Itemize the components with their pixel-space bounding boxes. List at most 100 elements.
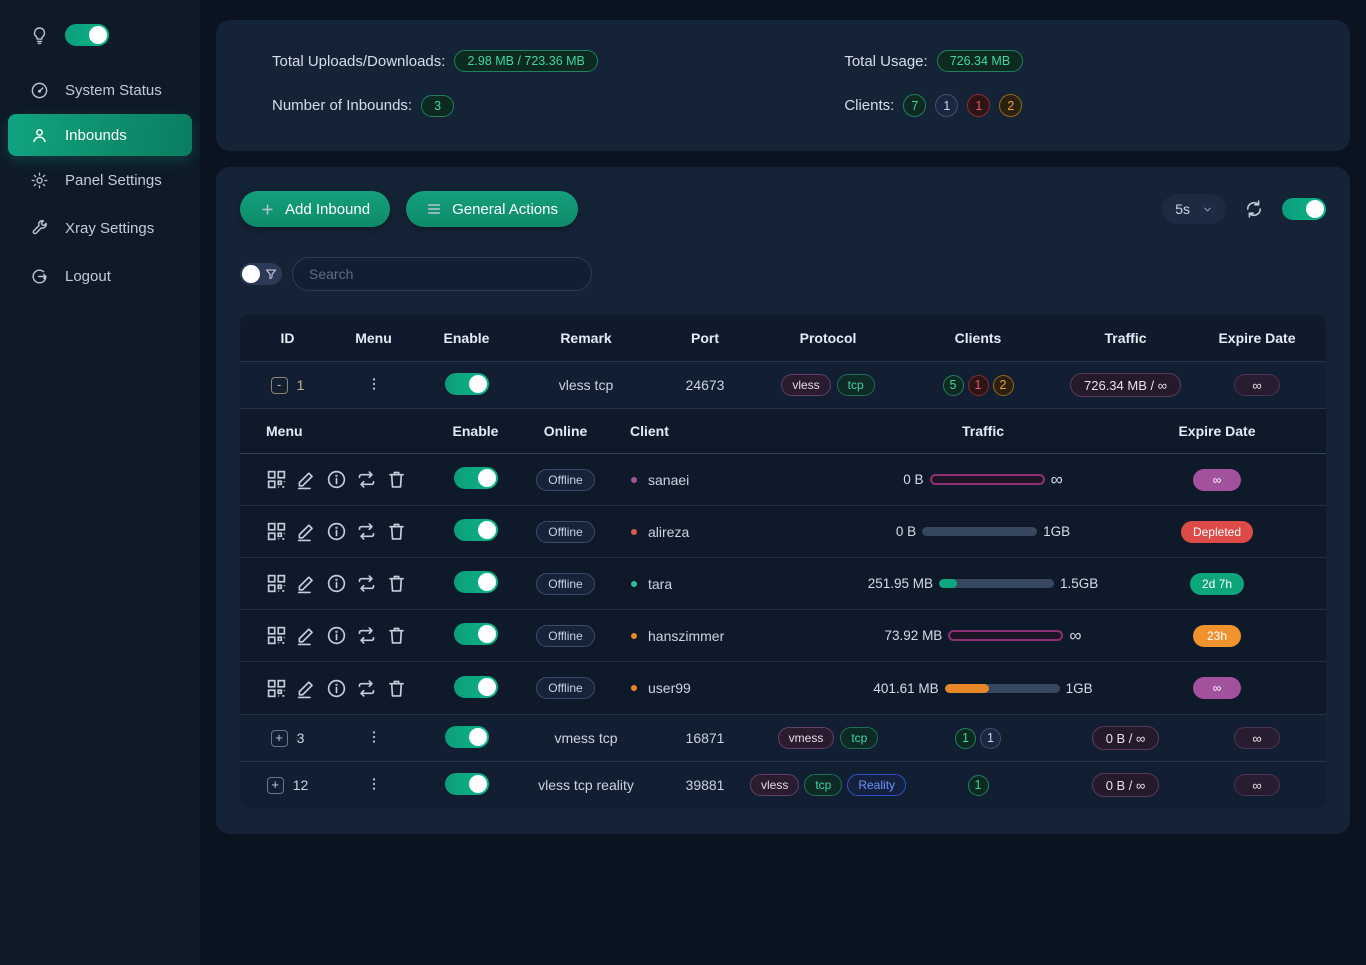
delete-icon[interactable] bbox=[386, 678, 407, 699]
client-enable-toggle[interactable] bbox=[453, 623, 498, 645]
inbound-enable-toggle[interactable] bbox=[444, 725, 489, 748]
sidebar-item-label: Xray Settings bbox=[65, 219, 155, 237]
reset-traffic-icon[interactable] bbox=[356, 573, 377, 594]
qrcode-icon[interactable] bbox=[266, 573, 287, 594]
stat-uploads-downloads: Total Uploads/Downloads: 2.98 MB / 723.3… bbox=[272, 50, 844, 72]
auto-refresh-toggle[interactable] bbox=[1282, 198, 1326, 220]
traffic-progress-bar bbox=[929, 474, 1045, 485]
client-expire-badge: Depleted bbox=[1180, 520, 1254, 543]
delete-icon[interactable] bbox=[386, 469, 407, 490]
row-menu-icon[interactable] bbox=[366, 729, 382, 745]
sidebar-item-panel-settings[interactable]: Panel Settings bbox=[0, 156, 200, 204]
col-header-remark: Remark bbox=[560, 330, 612, 346]
traffic-used: 73.92 MB bbox=[884, 628, 943, 643]
client-count-badge: 1 bbox=[980, 727, 1001, 749]
toggle-knob bbox=[477, 677, 496, 696]
collapse-row-icon[interactable]: - bbox=[270, 376, 288, 394]
client-count-badge: 5 bbox=[942, 374, 964, 396]
client-count-badge: 2 bbox=[992, 374, 1014, 396]
stats-grid: Total Uploads/Downloads: 2.98 MB / 723.3… bbox=[272, 50, 1294, 117]
subcol-header-expire: Expire Date bbox=[1178, 423, 1256, 439]
info-icon[interactable] bbox=[326, 521, 347, 542]
filter-toggle[interactable] bbox=[240, 263, 282, 285]
funnel-icon bbox=[265, 268, 277, 280]
protocol-badge: vless bbox=[749, 774, 800, 796]
toolbar: Add Inbound General Actions 5s bbox=[240, 191, 1326, 227]
reset-traffic-icon[interactable] bbox=[356, 469, 377, 490]
client-name: tara bbox=[648, 575, 673, 592]
client-row: Offline alireza 0 B 1GB Depleted bbox=[240, 506, 1326, 558]
info-icon[interactable] bbox=[326, 625, 347, 646]
delete-icon[interactable] bbox=[386, 625, 407, 646]
sidebar-item-xray-settings[interactable]: Xray Settings bbox=[0, 204, 200, 252]
client-enable-toggle[interactable] bbox=[453, 519, 498, 541]
client-subtable-header: Menu Enable Online Client Traffic Expire… bbox=[240, 409, 1326, 454]
qrcode-icon[interactable] bbox=[266, 678, 287, 699]
info-icon[interactable] bbox=[326, 469, 347, 490]
client-expire-badge: 2d 7h bbox=[1189, 572, 1245, 595]
client-status-dot bbox=[631, 685, 637, 691]
protocol-badge: Reality bbox=[847, 774, 907, 796]
toolbar-buttons: Add Inbound General Actions bbox=[240, 191, 578, 227]
search-input[interactable] bbox=[292, 257, 592, 291]
protocol-badge: tcp bbox=[804, 774, 843, 796]
search-row bbox=[240, 257, 1326, 291]
stat-inbounds-value: 3 bbox=[421, 94, 455, 117]
row-menu-icon[interactable] bbox=[366, 376, 382, 392]
delete-icon[interactable] bbox=[386, 521, 407, 542]
general-actions-label: General Actions bbox=[452, 200, 558, 218]
add-inbound-button[interactable]: Add Inbound bbox=[240, 191, 391, 227]
client-status-dot bbox=[631, 528, 637, 535]
general-actions-button[interactable]: General Actions bbox=[406, 191, 578, 227]
client-subtable: Menu Enable Online Client Traffic Expire… bbox=[240, 408, 1326, 714]
main-content: Total Uploads/Downloads: 2.98 MB / 723.3… bbox=[200, 0, 1366, 965]
sidebar-nav: System Status Inbounds Panel Settings bbox=[0, 66, 200, 300]
inbound-enable-toggle[interactable] bbox=[444, 772, 489, 795]
filter-toggle-knob bbox=[242, 265, 260, 283]
sidebar-item-logout[interactable]: Logout bbox=[0, 252, 200, 300]
client-status-dot bbox=[631, 632, 637, 639]
inbound-enable-toggle[interactable] bbox=[444, 372, 489, 395]
protocol-badge: vmess bbox=[777, 727, 835, 749]
edit-icon[interactable] bbox=[296, 625, 317, 646]
inbound-remark: vless tcp bbox=[558, 377, 614, 393]
refresh-interval-select[interactable]: 5s bbox=[1162, 194, 1226, 224]
info-icon[interactable] bbox=[326, 678, 347, 699]
clients-count-depleted-badge: 1 bbox=[967, 94, 991, 117]
qrcode-icon[interactable] bbox=[266, 521, 287, 542]
edit-icon[interactable] bbox=[296, 521, 317, 542]
col-header-id: ID bbox=[280, 330, 295, 346]
refresh-icon[interactable] bbox=[1244, 199, 1264, 219]
client-enable-toggle[interactable] bbox=[453, 675, 498, 698]
person-icon bbox=[30, 126, 49, 145]
sidebar-item-system-status[interactable]: System Status bbox=[0, 66, 200, 114]
client-name: alireza bbox=[648, 523, 690, 540]
col-header-protocol: Protocol bbox=[799, 330, 857, 346]
online-status-badge: Offline bbox=[536, 468, 595, 491]
theme-toggle[interactable] bbox=[65, 24, 109, 46]
reset-traffic-icon[interactable] bbox=[356, 678, 377, 699]
sidebar-item-inbounds[interactable]: Inbounds bbox=[8, 114, 192, 156]
client-row: Offline user99 401.61 MB 1GB ∞ bbox=[240, 662, 1326, 714]
reset-traffic-icon[interactable] bbox=[356, 521, 377, 542]
lightbulb-icon bbox=[30, 26, 49, 45]
traffic-progress-bar bbox=[939, 579, 1054, 588]
reset-traffic-icon[interactable] bbox=[356, 625, 377, 646]
qrcode-icon[interactable] bbox=[266, 469, 287, 490]
edit-icon[interactable] bbox=[296, 573, 317, 594]
expand-row-icon[interactable]: + bbox=[270, 729, 288, 747]
edit-icon[interactable] bbox=[296, 469, 317, 490]
delete-icon[interactable] bbox=[386, 573, 407, 594]
traffic-total: 1GB bbox=[1065, 680, 1093, 696]
inbound-port: 39881 bbox=[685, 777, 725, 793]
client-enable-toggle[interactable] bbox=[453, 467, 498, 489]
row-menu-icon[interactable] bbox=[366, 776, 382, 792]
client-enable-toggle[interactable] bbox=[453, 571, 498, 593]
edit-icon[interactable] bbox=[296, 678, 317, 699]
client-row: Offline sanaei 0 B ∞ ∞ bbox=[240, 454, 1326, 506]
qrcode-icon[interactable] bbox=[266, 625, 287, 646]
clients-count-active-badge: 7 bbox=[903, 94, 927, 117]
info-icon[interactable] bbox=[326, 573, 347, 594]
expand-row-icon[interactable]: + bbox=[266, 776, 284, 794]
